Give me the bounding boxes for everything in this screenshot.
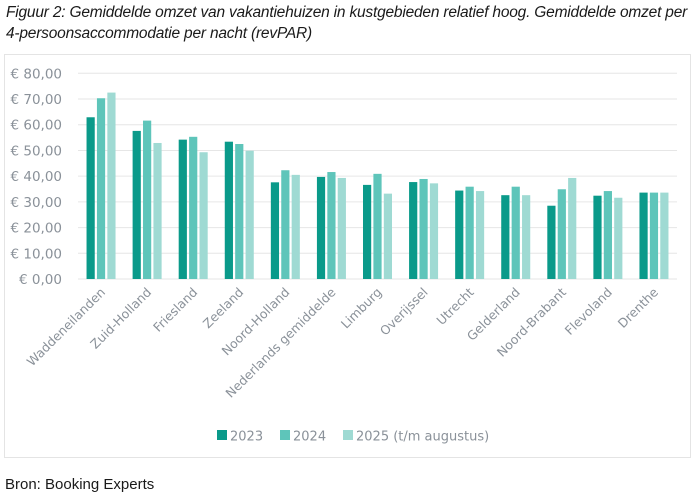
bar-2024-4 (281, 170, 290, 279)
bar-2024-8 (465, 186, 474, 279)
bar-group (316, 172, 346, 279)
bar-2025-7 (429, 183, 439, 279)
y-tick-label: € 0,00 (19, 272, 62, 288)
chart-container (4, 54, 691, 458)
x-category-label: Waddeneilanden (24, 285, 108, 369)
x-category-label: Utrecht (433, 284, 476, 327)
x-category-label: Drenthe (615, 284, 662, 331)
source-note: Bron: Booking Experts (5, 476, 155, 493)
legend-label: 2023 (230, 430, 263, 445)
legend-item-2024: 2024 (280, 430, 326, 445)
bar-2025-4 (291, 174, 300, 279)
bars (86, 92, 669, 280)
bar-2023-3 (224, 141, 233, 279)
x-category-label: Overijssel (377, 285, 431, 339)
y-tick-label: € 50,00 (10, 143, 62, 159)
legend-label: 2025 (t/m augustus) (356, 430, 489, 445)
bar-group (178, 136, 208, 279)
bar-2024-12 (649, 192, 659, 279)
bar-2024-1 (143, 120, 152, 280)
legend-item-2025: 2025 (t/m augustus) (343, 430, 489, 445)
bar-group (86, 92, 116, 280)
bar-2024-2 (189, 136, 198, 279)
y-axis-labels: € 0,00 € 10,00 € 20,00 € 30,00 € 40,00 € 50,0… (10, 66, 62, 288)
figure-title: Figuur 2: Gemiddelde omzet van vakantieh… (6, 4, 688, 42)
y-tick-label: € 40,00 (10, 169, 62, 185)
bar-2024-5 (327, 172, 336, 279)
y-tick-label: € 70,00 (10, 92, 62, 108)
bar-group (639, 192, 669, 279)
x-category-label: Zeeland (200, 285, 247, 332)
bar-group (501, 186, 531, 279)
bar-2023-0 (86, 117, 95, 279)
legend-item-2023: 2023 (217, 430, 263, 445)
legend-swatch (280, 430, 290, 440)
bar-group (455, 186, 485, 279)
x-category-label: Friesland (150, 285, 200, 335)
y-tick-label: € 10,00 (10, 246, 62, 262)
bar-2023-10 (547, 205, 556, 279)
bar-2024-6 (373, 173, 382, 279)
bar-2023-5 (316, 176, 326, 279)
bar-2025-3 (245, 150, 254, 279)
y-tick-label: € 60,00 (10, 118, 62, 134)
bar-2024-0 (96, 98, 106, 280)
y-tick-label: € 30,00 (10, 195, 62, 211)
legend: 2023 2024 2025 (t/m augustus) (217, 430, 489, 445)
legend-swatch (343, 430, 353, 440)
bar-group (409, 178, 439, 279)
legend-swatch (217, 430, 227, 440)
bar-2023-6 (363, 184, 372, 279)
bar-2025-5 (337, 177, 346, 279)
bar-2025-6 (383, 193, 392, 279)
bar-group (224, 141, 254, 279)
bar-2024-3 (235, 144, 244, 279)
bar-2025-0 (107, 92, 116, 279)
bar-2025-8 (475, 191, 485, 279)
bar-2023-9 (501, 195, 510, 279)
bar-2025-12 (660, 192, 669, 279)
bar-group (363, 173, 392, 279)
bar-2025-9 (522, 195, 531, 279)
bar-2025-2 (199, 152, 208, 279)
bar-group (547, 177, 577, 279)
bar-group (593, 191, 623, 279)
bar-2024-7 (419, 178, 428, 279)
bar-group (132, 120, 162, 280)
bar-2023-12 (639, 192, 648, 279)
bar-2023-4 (270, 182, 280, 279)
legend-label: 2024 (293, 430, 326, 445)
bar-2025-11 (614, 197, 623, 279)
bar-2024-9 (511, 186, 520, 279)
x-category-label: Flevoland (562, 285, 615, 338)
x-category-label: Limburg (338, 285, 385, 332)
bar-2024-10 (557, 189, 566, 279)
bar-2025-10 (568, 177, 577, 279)
bar-2024-11 (603, 191, 612, 279)
bar-2023-11 (593, 195, 602, 279)
bar-2023-1 (132, 130, 141, 279)
bar-2023-2 (178, 139, 187, 279)
y-tick-label: € 20,00 (10, 221, 62, 237)
bar-2023-8 (455, 190, 464, 279)
bar-2023-7 (409, 182, 418, 279)
bar-group (270, 170, 300, 279)
bar-2025-1 (153, 142, 162, 279)
y-tick-label: € 80,00 (10, 66, 62, 82)
